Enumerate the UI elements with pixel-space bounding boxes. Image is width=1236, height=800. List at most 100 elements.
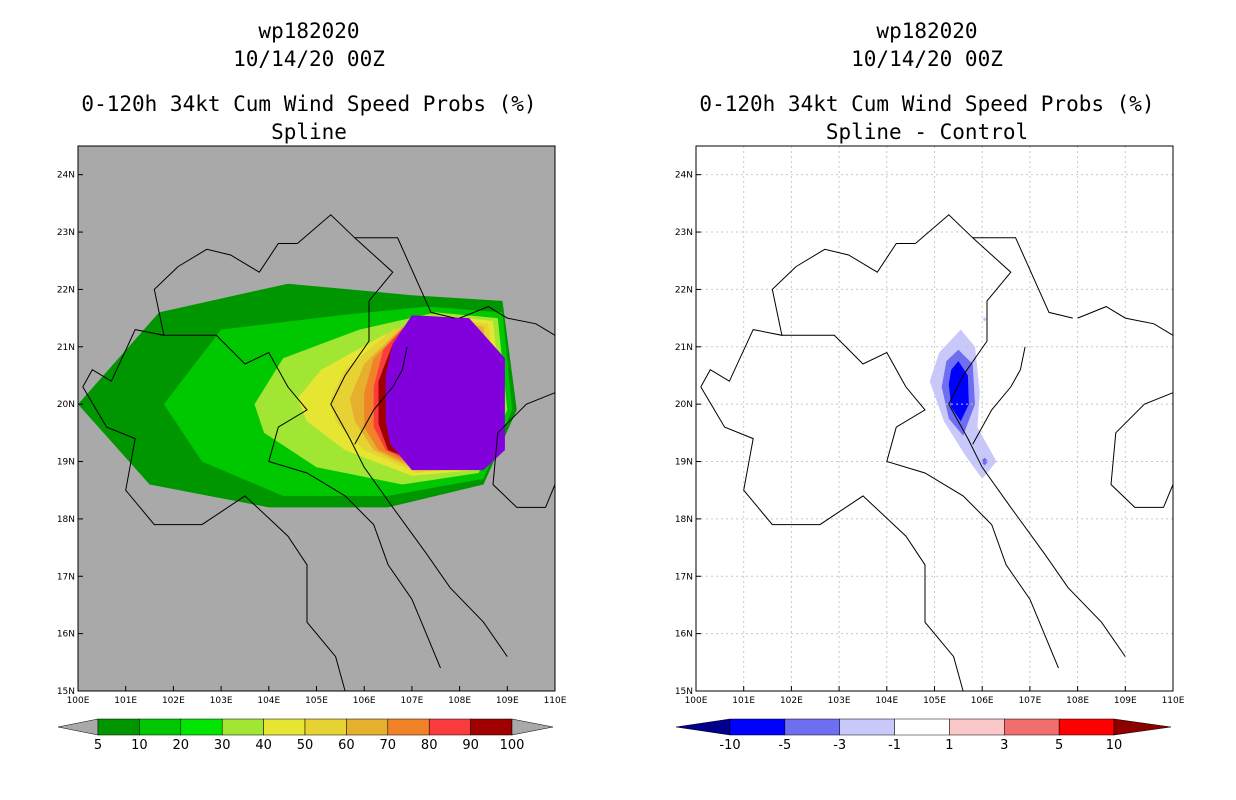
- colorbar-box: [304, 718, 347, 736]
- y-tick-label: 19N: [675, 458, 693, 468]
- contour-level-neg5-2: [948, 361, 969, 422]
- colorbar-extend-low: [675, 718, 731, 736]
- colorbar-box: [470, 718, 513, 736]
- y-tick-label: 23N: [675, 228, 693, 238]
- x-tick-label: 107E: [400, 696, 423, 706]
- y-tick-label: 21N: [675, 343, 693, 353]
- y-tick-label: 16N: [675, 630, 693, 640]
- chart-title-storm-id: wp182020: [876, 19, 978, 43]
- y-tick-label: 20N: [675, 400, 693, 410]
- y-tick-label: 20N: [57, 400, 75, 410]
- x-tick-label: 104E: [875, 696, 898, 706]
- x-tick-label: 100E: [685, 696, 708, 706]
- chart-title-method: Spline: [271, 120, 347, 144]
- country-border-line: [1077, 306, 1174, 336]
- y-tick-label: 16N: [57, 630, 75, 640]
- colorbar-label: 1: [945, 738, 953, 753]
- x-tick-label: 106E: [971, 696, 994, 706]
- y-tick-label: 22N: [675, 285, 693, 295]
- colorbar-label: 30: [214, 738, 231, 753]
- x-tick-label: 107E: [1018, 696, 1041, 706]
- country-border-line: [700, 266, 797, 388]
- colorbar-extend-high: [1113, 718, 1172, 736]
- country-border-line: [354, 346, 408, 445]
- y-tick-label: 15N: [675, 687, 693, 697]
- x-tick-label: 105E: [305, 696, 328, 706]
- y-tick-label: 17N: [675, 572, 693, 582]
- colorbar-label: 40: [255, 738, 272, 753]
- country-border-line: [82, 266, 179, 388]
- country-border-line: [1110, 392, 1174, 508]
- colorbar-label: 90: [462, 738, 479, 753]
- contour-level-90-9: [385, 315, 505, 471]
- country-border-line: [972, 346, 1026, 445]
- x-tick-label: 102E: [162, 696, 185, 706]
- colorbar-extend-high: [511, 718, 554, 736]
- colorbar-box: [97, 718, 140, 736]
- colorbar-box: [949, 718, 1005, 736]
- y-tick-label: 22N: [57, 285, 75, 295]
- chart-panel-left: wp182020 10/14/20 00Z 0-120h 34kt Cum Wi…: [57, 19, 567, 753]
- x-tick-label: 110E: [1162, 696, 1185, 706]
- y-tick-label: 18N: [675, 515, 693, 525]
- colorbar-label: -10: [719, 738, 740, 753]
- country-border-line: [459, 306, 556, 336]
- colorbar-label: 5: [94, 738, 102, 753]
- colorbar-label: -5: [778, 738, 791, 753]
- colorbar-label: 20: [173, 738, 190, 753]
- colorbar-box: [221, 718, 264, 736]
- colorbar-box: [387, 718, 430, 736]
- y-tick-label: 15N: [57, 687, 75, 697]
- colorbar-label: 100: [500, 738, 525, 753]
- difference-map: 100E 101E 102E 103E 104E 105E 106E 107E 108E 109E…: [675, 145, 1185, 753]
- y-tick-label: 17N: [57, 572, 75, 582]
- y-tick-label: 23N: [57, 228, 75, 238]
- colorbar-label: 5: [1055, 738, 1063, 753]
- chart-title-product: 0-120h 34kt Cum Wind Speed Probs (%): [81, 92, 537, 116]
- colorbar-label: -3: [833, 738, 846, 753]
- contour-level-neg1-4: [982, 317, 987, 322]
- colorbar-label: -1: [888, 738, 901, 753]
- y-tick-label: 24N: [675, 171, 693, 181]
- colorbar-box: [839, 718, 895, 736]
- colorbar-box: [894, 718, 950, 736]
- colorbar-box: [729, 718, 786, 736]
- x-tick-label: 100E: [67, 696, 90, 706]
- colorbar-label: 70: [380, 738, 397, 753]
- chart-panel-right: wp182020 10/14/20 00Z 0-120h 34kt Cum Wi…: [618, 0, 1236, 800]
- colorbar-extend-low: [57, 718, 99, 736]
- chart-title-method: Spline - Control: [825, 120, 1029, 144]
- x-tick-label: 108E: [1066, 696, 1089, 706]
- x-tick-label: 103E: [828, 696, 851, 706]
- country-border-line: [948, 237, 1126, 657]
- contour-level-neg3-3: [980, 457, 989, 466]
- country-border-line: [177, 243, 298, 273]
- y-tick-label: 24N: [57, 171, 75, 181]
- colorbar-box: [428, 718, 471, 736]
- colorbar-box: [346, 718, 389, 736]
- x-tick-label: 105E: [923, 696, 946, 706]
- colorbar-label: 3: [1000, 738, 1008, 753]
- country-border-line: [915, 214, 1073, 319]
- colorbar-label: 80: [421, 738, 438, 753]
- colorbar-label: 10: [131, 738, 148, 753]
- x-tick-label: 109E: [1114, 696, 1137, 706]
- colorbar-label: 10: [1106, 738, 1123, 753]
- probability-map: 100E 101E 102E 103E 104E 105E 106E 107E 108E 109E…: [57, 145, 567, 753]
- country-border-line: [330, 237, 508, 657]
- x-tick-label: 106E: [353, 696, 376, 706]
- colorbar-box: [139, 718, 182, 736]
- country-border-line: [297, 214, 455, 319]
- x-tick-label: 101E: [114, 696, 137, 706]
- colorbar-label: 50: [297, 738, 314, 753]
- country-border-line: [163, 334, 441, 669]
- colorbar-box: [180, 718, 223, 736]
- chart-title-date: 10/14/20 00Z: [851, 47, 1003, 71]
- country-border-line: [700, 386, 964, 692]
- y-tick-label: 19N: [57, 458, 75, 468]
- colorbar-box: [784, 718, 840, 736]
- colorbar-box: [263, 718, 306, 736]
- colorbar-label: 60: [338, 738, 355, 753]
- x-tick-label: 104E: [257, 696, 280, 706]
- x-tick-label: 110E: [544, 696, 567, 706]
